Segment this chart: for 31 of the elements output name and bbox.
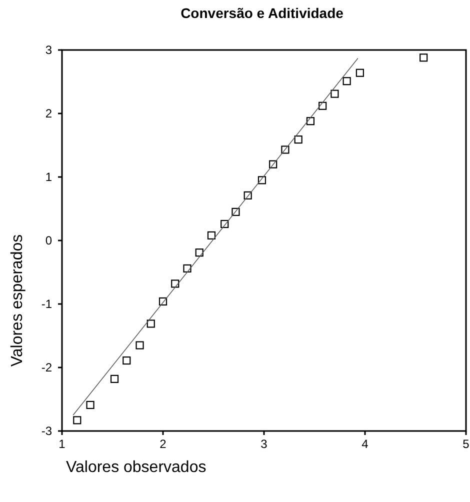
point <box>122 356 131 365</box>
x-tick-label: 4 <box>362 437 369 451</box>
point <box>342 77 351 86</box>
y-tick-label: 0 <box>45 234 52 248</box>
point <box>420 54 428 62</box>
point <box>110 374 119 383</box>
x-tick-label: 1 <box>58 437 66 451</box>
point <box>146 320 155 328</box>
y-tick-label: 1 <box>45 170 52 184</box>
y-tick-label: 3 <box>45 43 52 57</box>
point <box>207 231 216 240</box>
x-axis-title: Valores observados <box>66 459 206 476</box>
y-tick-label: -2 <box>41 360 52 374</box>
x-tick-label: 5 <box>462 437 470 451</box>
point <box>195 248 204 257</box>
point <box>73 416 82 424</box>
point <box>294 135 302 144</box>
y-tick-label: -1 <box>41 297 52 311</box>
point <box>318 102 327 110</box>
y-axis-title: Valores esperados <box>9 234 26 367</box>
chart-title: Conversão e Aditividade <box>180 5 344 21</box>
point <box>356 68 364 77</box>
point <box>136 341 144 350</box>
y-tick-label: 2 <box>45 106 52 120</box>
point <box>330 90 339 98</box>
y-tick-label: -3 <box>41 424 52 438</box>
point <box>183 264 192 272</box>
x-tick-label: 3 <box>260 437 268 451</box>
point <box>171 280 180 288</box>
point <box>86 400 94 410</box>
x-tick-label: 2 <box>160 437 167 451</box>
